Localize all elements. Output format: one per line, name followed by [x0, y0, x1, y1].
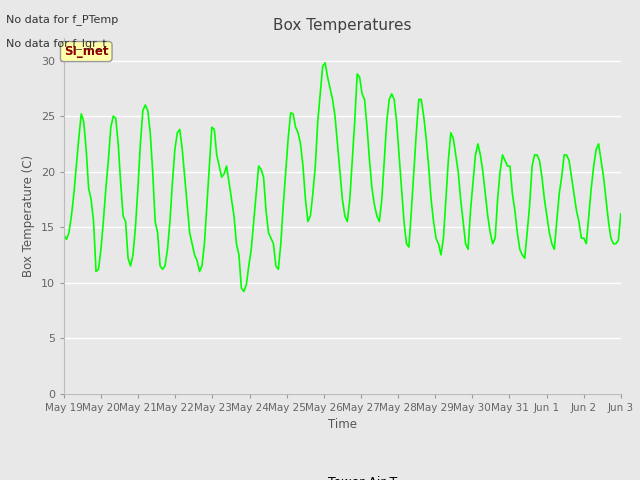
- Y-axis label: Box Temperature (C): Box Temperature (C): [22, 155, 35, 277]
- Legend: Tower Air T: Tower Air T: [282, 471, 403, 480]
- X-axis label: Time: Time: [328, 418, 357, 431]
- Text: No data for f_PTemp: No data for f_PTemp: [6, 14, 118, 25]
- Text: No data for f_lgr_t: No data for f_lgr_t: [6, 38, 107, 49]
- Text: SI_met: SI_met: [64, 45, 109, 58]
- Title: Box Temperatures: Box Temperatures: [273, 18, 412, 33]
